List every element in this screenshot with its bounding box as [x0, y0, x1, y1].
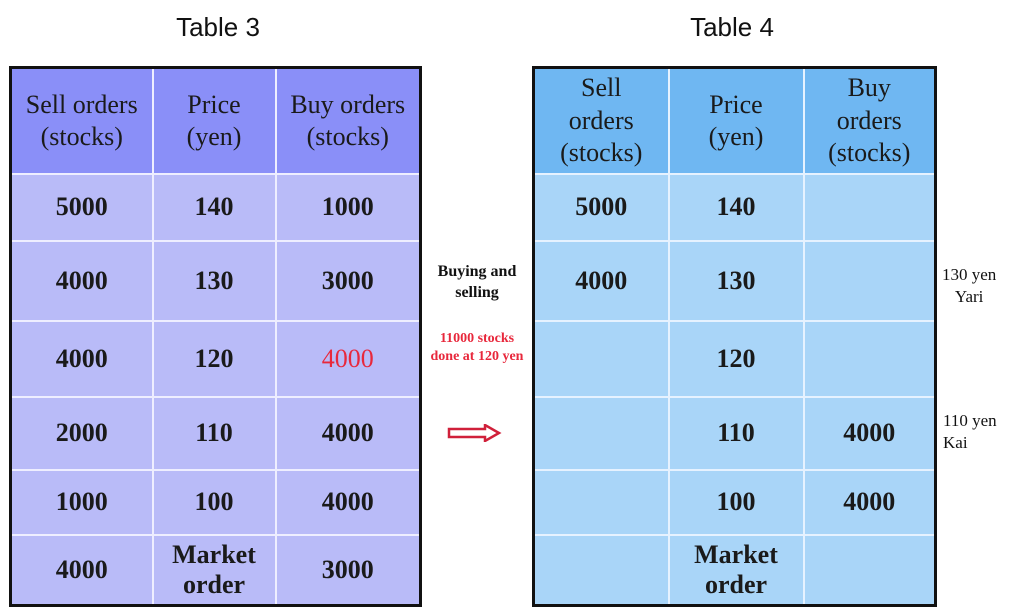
table3-cell: 4000 — [9, 534, 154, 607]
table4-cell: 100 — [667, 468, 805, 537]
table4: Sell orders (stocks) Price (yen) Buy order… — [532, 66, 937, 607]
table3-cell: 5000 — [9, 172, 154, 243]
table4-cell: 140 — [667, 172, 805, 243]
table3-cell: 120 — [151, 320, 277, 398]
table4-cell — [802, 534, 937, 607]
table3-cell: 4000 — [274, 320, 422, 398]
table3-row: 2000 110 4000 — [9, 395, 422, 471]
table4-cell — [532, 534, 670, 607]
table4-header-cell: Price (yen) — [667, 66, 805, 175]
table4-cell — [532, 320, 670, 398]
table4-title: Table 4 — [690, 12, 774, 42]
table3-row: 1000 100 4000 — [9, 468, 422, 537]
table4-cell — [802, 240, 937, 323]
table3-cell: 140 — [151, 172, 277, 243]
table4-cell: 130 — [667, 240, 805, 323]
table4-row: 100 4000 — [532, 468, 937, 537]
table4-cell: 120 — [667, 320, 805, 398]
table3-cell: 3000 — [274, 240, 422, 323]
table4-cell: 4000 — [532, 240, 670, 323]
table4-row: 5000 140 — [532, 172, 937, 243]
table3-title: Table 3 — [176, 12, 260, 42]
table3-row: 4000 130 3000 — [9, 240, 422, 323]
buying-selling-label: Buying and selling — [437, 263, 517, 301]
table4-cell — [802, 172, 937, 243]
table3-row: 5000 140 1000 — [9, 172, 422, 243]
table3-row: 4000 120 4000 — [9, 320, 422, 398]
table3-row: 4000 Market order 3000 — [9, 534, 422, 607]
table3-cell: Market order — [151, 534, 277, 607]
table4-header-cell: Buy orders (stocks) — [802, 66, 937, 175]
table4-cell — [802, 320, 937, 398]
execution-result-label: 11000 stocks done at 120 yen — [430, 331, 524, 365]
table4-cell: 4000 — [802, 395, 937, 471]
table3-cell: 4000 — [274, 395, 422, 471]
table3-cell: 130 — [151, 240, 277, 323]
table3-cell: 4000 — [9, 240, 154, 323]
table4-cell: Market order — [667, 534, 805, 607]
table4-row: 4000 130 — [532, 240, 937, 323]
table4-row: 110 4000 — [532, 395, 937, 471]
table3-header-cell: Buy orders (stocks) — [274, 66, 422, 175]
table3-cell: 110 — [151, 395, 277, 471]
table3-cell: 2000 — [9, 395, 154, 471]
table4-header-cell: Sell orders (stocks) — [532, 66, 670, 175]
table4-row: 120 — [532, 320, 937, 398]
table4-cell: 5000 — [532, 172, 670, 243]
yari-note: 130 yen Yari — [942, 265, 997, 307]
table3-cell: 4000 — [274, 468, 422, 537]
table4-cell: 110 — [667, 395, 805, 471]
table3-cell: 100 — [151, 468, 277, 537]
table3-header-cell: Sell orders (stocks) — [9, 66, 154, 175]
table4-cell — [532, 395, 670, 471]
table3-header-cell: Price (yen) — [151, 66, 277, 175]
table4-cell — [532, 468, 670, 537]
right-arrow-icon — [447, 424, 502, 442]
table3-cell: 1000 — [9, 468, 154, 537]
table4-row: Market order — [532, 534, 937, 607]
table3: Sell orders (stocks) Price (yen) Buy order… — [9, 66, 422, 607]
table3-cell: 4000 — [9, 320, 154, 398]
table3-cell: 3000 — [274, 534, 422, 607]
table3-cell: 1000 — [274, 172, 422, 243]
table4-cell: 4000 — [802, 468, 937, 537]
kai-note: 110 yen Kai — [943, 411, 997, 453]
